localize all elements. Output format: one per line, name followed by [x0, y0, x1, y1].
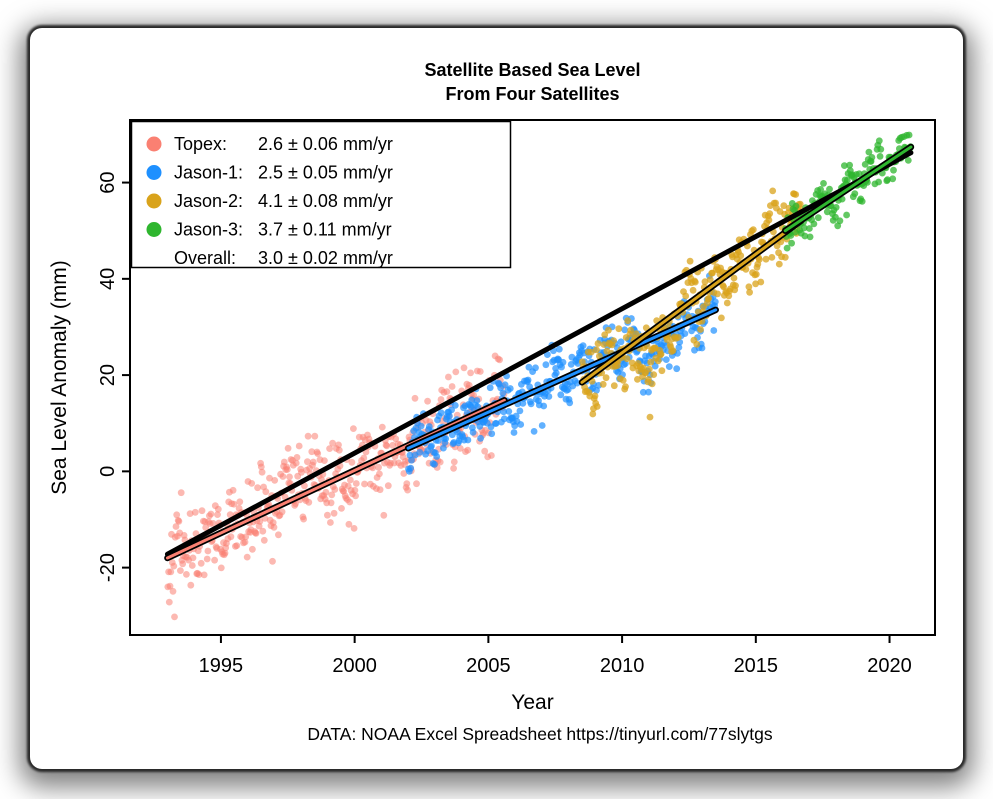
plot-box [129, 119, 936, 636]
y-tick-label: 60 [97, 171, 119, 193]
legend-name: Jason-1: [174, 163, 243, 183]
legend-value: 3.0 ± 0.02 mm/yr [258, 248, 393, 268]
y-tick-label: -20 [97, 553, 119, 582]
x-tick-label: 2005 [466, 655, 511, 677]
legend-dot-jason-1 [146, 165, 162, 180]
legend-value: 4.1 ± 0.08 mm/yr [258, 191, 393, 211]
legend-value: 3.7 ± 0.11 mm/yr [258, 220, 392, 240]
legend-name: Topex: [174, 134, 227, 154]
chart-title-line2: From Four Satellites [445, 84, 619, 104]
x-tick-label: 1995 [199, 655, 244, 677]
x-axis-title: Year [511, 691, 553, 714]
plot-area: 1995 2000 2005 2010 2015 2020 -20 0 20 40 60 [97, 119, 936, 677]
scatter-points-jason-1 [405, 272, 719, 475]
y-axis-title: Sea Level Anomaly (mm) [48, 260, 71, 495]
legend-name: Overall: [174, 248, 236, 268]
y-tick-label: 20 [97, 364, 119, 386]
legend: Topex: 2.6 ± 0.06 mm/yr Jason-1: 2.5 ± 0.05… [130, 120, 512, 269]
x-tick-label: 2000 [332, 655, 377, 677]
trend-line-jason-3 [783, 145, 913, 233]
chart-title-line1: Satellite Based Sea Level [424, 60, 640, 80]
legend-value: 2.5 ± 0.05 mm/yr [258, 163, 393, 183]
legend-dot-jason-2 [146, 193, 162, 209]
scatter-points-topex [164, 352, 508, 621]
trend-line-jason-1 [406, 308, 718, 450]
legend-value: 2.6 ± 0.06 mm/yr [258, 134, 393, 154]
y-tick-label: 0 [97, 466, 119, 477]
y-tick-label: 40 [97, 268, 119, 290]
legend-name: Jason-3: [174, 220, 243, 240]
sea-level-chart: Satellite Based Sea Level From Four Sate… [48, 60, 936, 744]
trend-line-topex [165, 398, 506, 560]
legend-name: Jason-2: [174, 191, 243, 211]
x-tick-label: 2015 [734, 655, 779, 677]
trend-line-jason-2 [580, 218, 803, 384]
chart-panel: Satellite Based Sea Level From Four Sate… [30, 28, 963, 769]
overall-trend-line [164, 150, 914, 557]
legend-dot-jason-3 [146, 222, 162, 237]
x-tick-label: 2020 [867, 655, 912, 677]
legend-dot-topex [146, 136, 162, 152]
data-source-caption: DATA: NOAA Excel Spreadsheet https://tin… [307, 724, 772, 744]
x-tick-label: 2010 [600, 655, 645, 677]
legend-box [130, 120, 512, 269]
